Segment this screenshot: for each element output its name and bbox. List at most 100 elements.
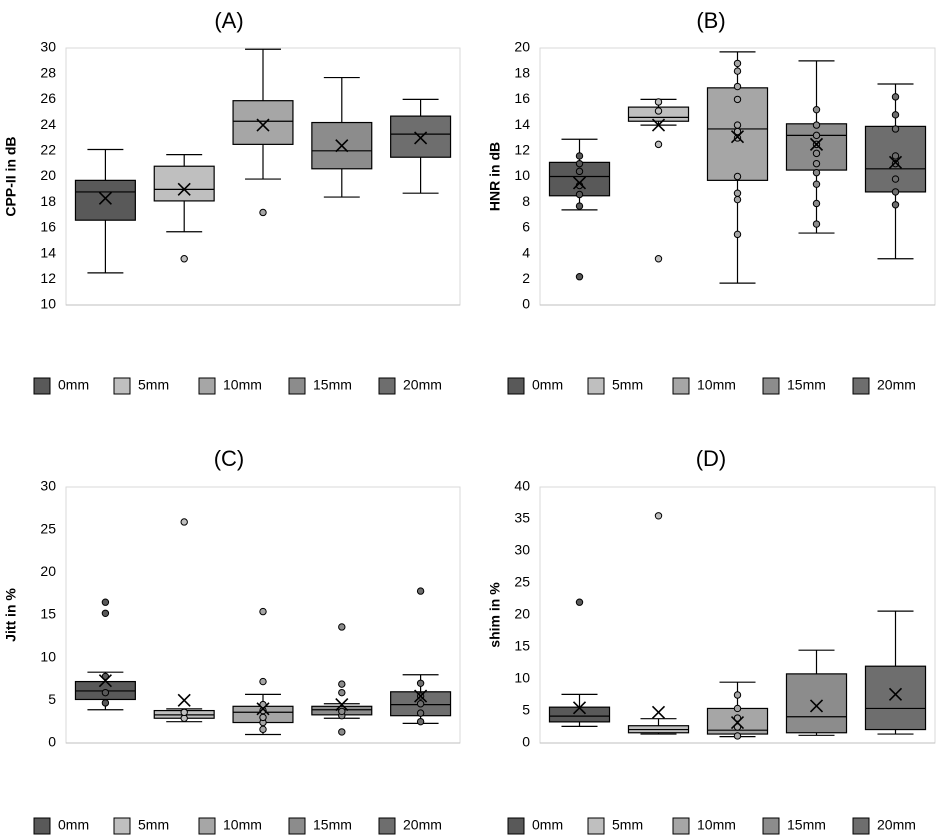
legend-item: 15mm [762, 817, 826, 835]
legend-swatch [507, 377, 525, 395]
data-point [733, 67, 742, 75]
data-point [416, 717, 425, 726]
outlier-point [416, 587, 425, 595]
box-iqr [74, 179, 136, 221]
data-point [733, 82, 742, 91]
y-tick-label: 0 [522, 734, 530, 750]
legend-item: 5mm [587, 817, 643, 835]
y-tick-label: 8 [522, 193, 530, 209]
mean-marker [730, 715, 745, 730]
mean-marker [572, 701, 587, 715]
legend-label: 10mm [697, 377, 736, 393]
data-point [891, 188, 900, 196]
legend-item: 10mm [198, 377, 262, 395]
box-5mm [627, 98, 690, 263]
mean-marker-stroke [256, 702, 270, 716]
mean-marker-stroke [809, 699, 824, 713]
outlier-point [575, 598, 584, 606]
data-point [812, 220, 821, 228]
legend-label: 15mm [313, 817, 352, 833]
outlier-point [259, 208, 267, 217]
box-15mm [311, 623, 373, 736]
legend-label: 5mm [138, 377, 169, 393]
mean-marker [414, 131, 428, 145]
y-tick-label: 18 [514, 64, 530, 80]
box-0mm [548, 598, 611, 727]
y-tick-label: 12 [514, 142, 530, 158]
mean-marker [888, 155, 903, 169]
data-point [416, 709, 425, 717]
y-axis-label: HNR in dB [487, 142, 503, 211]
legend-label: 15mm [787, 377, 826, 393]
mean-marker [572, 176, 587, 190]
box-iqr [232, 100, 294, 145]
data-point [733, 189, 742, 197]
box-0mm [74, 148, 136, 274]
y-tick-label: 14 [514, 116, 530, 132]
legend-label: 0mm [532, 377, 563, 393]
mean-marker [98, 674, 112, 688]
legend-swatch [507, 817, 525, 835]
legend-swatch [288, 377, 306, 395]
data-point [891, 175, 900, 183]
data-point [733, 172, 742, 181]
y-tick-label: 20 [40, 563, 56, 579]
legend-label: 0mm [58, 817, 89, 833]
legend-label: 10mm [697, 817, 736, 833]
chart-panel: (A) 10 12 14 16 18 20 22 24 26 28 30 CPP-II in dB 0mm… [3, 8, 461, 395]
mean-marker-stroke [98, 191, 112, 205]
mean-marker [335, 139, 349, 153]
y-tick-label: 0 [522, 296, 530, 312]
box-20mm [390, 587, 452, 726]
outlier-point [654, 140, 663, 149]
y-tick-label: 0 [48, 734, 56, 750]
legend-item: 10mm [672, 377, 736, 395]
data-point [733, 95, 742, 104]
box-15mm [311, 76, 373, 198]
legend: 0mm 5mm 10mm 15mm 20mm [507, 817, 916, 835]
data-point [812, 105, 821, 114]
legend-swatch [378, 377, 396, 395]
mean-marker-stroke [888, 155, 903, 169]
legend-swatch [762, 377, 780, 395]
outlier-point [338, 728, 346, 736]
legend-swatch [378, 817, 396, 835]
y-tick-label: 5 [522, 702, 530, 718]
data-point [733, 732, 742, 740]
legend-swatch [33, 817, 51, 835]
legend-swatch [672, 377, 690, 395]
outlier-point [654, 255, 663, 263]
legend-item: 20mm [852, 377, 916, 395]
outlier-point [180, 518, 188, 526]
y-tick-label: 28 [40, 64, 56, 80]
y-axis-label: Jitt in % [3, 588, 19, 642]
data-point [733, 704, 742, 713]
legend-swatch [113, 817, 131, 835]
y-axis-label: shim in % [487, 582, 503, 648]
chart-title: (D) [696, 446, 727, 471]
y-axis-label: CPP-II in dB [3, 136, 19, 216]
box-iqr [390, 115, 452, 158]
chart-panel: (C) 0 5 10 15 20 25 30 Jitt in % 0mm 5mm 10mm 15mm 20… [3, 446, 461, 835]
data-point [891, 152, 900, 160]
legend-label: 5mm [612, 817, 643, 833]
mean-marker [414, 689, 428, 703]
legend-swatch [587, 817, 605, 835]
legend-item: 10mm [198, 817, 262, 835]
data-point [654, 98, 663, 106]
chart-panel: (B) 0 2 4 6 8 10 12 14 16 18 20 HNR in dB 0mm 5mm 10mm 1… [487, 8, 936, 395]
data-point [812, 168, 821, 177]
data-point [812, 199, 821, 208]
chart-panel: (D) 0 5 10 15 20 25 30 35 40 shim in % 0mm 5mm 10mm 15… [487, 446, 936, 835]
mean-marker [651, 705, 666, 719]
y-tick-label: 24 [40, 116, 56, 132]
outlier-point [101, 609, 110, 617]
outlier-point [101, 598, 110, 606]
legend-label: 20mm [403, 817, 442, 833]
data-point [733, 59, 742, 68]
mean-marker-stroke [651, 705, 666, 719]
box-iqr [864, 665, 927, 731]
y-tick-label: 15 [514, 638, 530, 654]
outlier-point [259, 677, 267, 686]
box-iqr [785, 673, 848, 734]
